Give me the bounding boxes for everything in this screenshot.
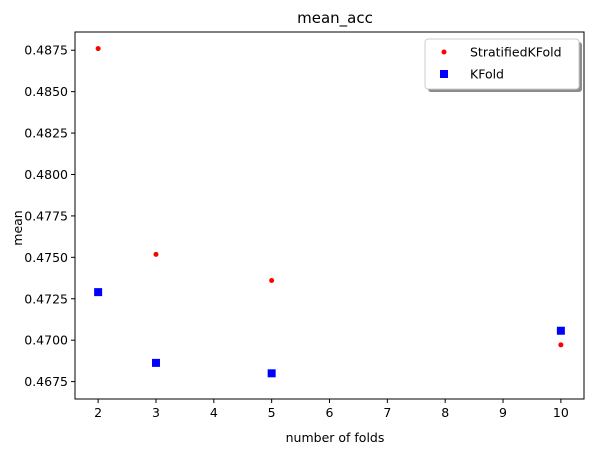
point-stratifiedkfold [96, 46, 101, 51]
x-axis-ticks: 2 3 4 5 6 7 8 9 10 [94, 399, 569, 420]
y-tick-label: 0.4800 [24, 167, 68, 182]
point-stratifiedkfold [558, 342, 563, 347]
y-tick-label: 0.4825 [24, 126, 68, 141]
y-axis-label: mean [10, 210, 25, 245]
x-axis-label: number of folds [286, 430, 385, 445]
x-tick-label: 10 [553, 405, 569, 420]
legend-label-stratifiedkfold: StratifiedKFold [470, 45, 562, 60]
point-kfold [152, 359, 160, 367]
x-tick-label: 5 [268, 405, 276, 420]
y-tick-label: 0.4700 [24, 333, 68, 348]
x-tick-label: 6 [326, 405, 334, 420]
y-tick-label: 0.4850 [24, 84, 68, 99]
point-kfold [268, 369, 276, 377]
legend-marker-kfold [440, 70, 448, 78]
x-tick-label: 4 [210, 405, 218, 420]
legend-label-kfold: KFold [470, 67, 504, 82]
point-kfold [94, 288, 102, 296]
point-kfold [557, 327, 565, 335]
data-points [94, 46, 565, 377]
chart-title: mean_acc [297, 9, 373, 28]
legend: StratifiedKFold KFold [425, 39, 582, 92]
x-tick-label: 3 [152, 405, 160, 420]
point-stratifiedkfold [153, 252, 158, 257]
y-tick-label: 0.4675 [24, 374, 68, 389]
x-tick-label: 8 [441, 405, 449, 420]
y-tick-label: 0.4875 [24, 43, 68, 58]
y-tick-label: 0.4725 [24, 291, 68, 306]
x-tick-label: 7 [383, 405, 391, 420]
point-stratifiedkfold [269, 278, 274, 283]
y-axis-ticks: 0.4675 0.4700 0.4725 0.4750 0.4775 0.4800 0.48… [24, 43, 75, 389]
y-tick-label: 0.4750 [24, 250, 68, 265]
x-tick-label: 2 [94, 405, 102, 420]
x-tick-label: 9 [499, 405, 507, 420]
legend-marker-stratifiedkfold [442, 50, 447, 55]
y-tick-label: 0.4775 [24, 208, 68, 223]
